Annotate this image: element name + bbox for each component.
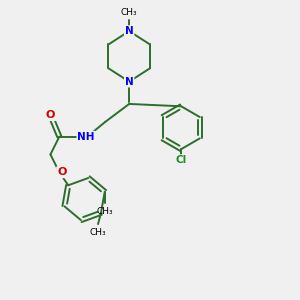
Text: Cl: Cl xyxy=(176,155,187,165)
Text: O: O xyxy=(46,110,55,120)
Text: NH: NH xyxy=(77,132,95,142)
Text: CH₃: CH₃ xyxy=(90,228,106,237)
Text: CH₃: CH₃ xyxy=(96,207,113,216)
Text: N: N xyxy=(125,76,134,87)
Text: O: O xyxy=(57,167,66,177)
Text: CH₃: CH₃ xyxy=(121,8,137,17)
Text: N: N xyxy=(125,26,134,36)
